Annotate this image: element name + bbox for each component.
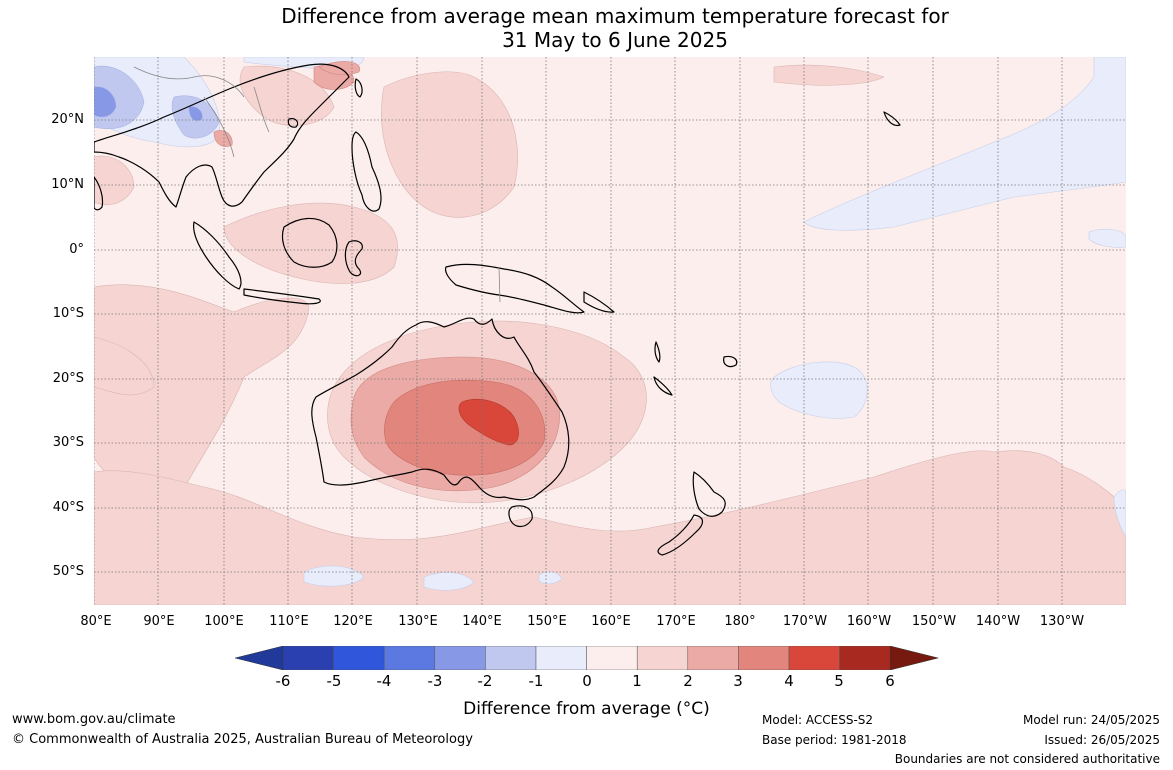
borneo-coastline bbox=[281, 217, 338, 268]
colour-bar bbox=[235, 646, 939, 670]
model-run-date: Model run: 24/05/2025 bbox=[1022, 713, 1160, 727]
lon-label-130e: 130°E bbox=[398, 614, 438, 629]
sulawesi-coastline bbox=[344, 240, 363, 277]
chart-title: Difference from average mean maximum tem… bbox=[0, 4, 1173, 52]
colour-bar-tick: 2 bbox=[683, 672, 693, 690]
tasmania-coastline bbox=[508, 505, 533, 528]
boundaries-disclaimer: Boundaries are not considered authoritat… bbox=[894, 752, 1160, 766]
hawaii-coastline bbox=[883, 111, 901, 127]
lon-label-160w: 160°W bbox=[846, 614, 892, 629]
lat-label-20s: 20°S bbox=[52, 371, 84, 386]
java-coastline bbox=[243, 288, 321, 305]
lon-label-90e: 90°E bbox=[143, 614, 175, 629]
model-name: Model: ACCESS-S2 bbox=[762, 713, 874, 727]
colour-bar-cell bbox=[788, 646, 840, 670]
temperature-anomaly-map bbox=[94, 57, 1126, 605]
colour-bar-tick: 6 bbox=[885, 672, 895, 690]
lon-label-80e: 80°E bbox=[80, 614, 112, 629]
bom-website: www.bom.gov.au/climate bbox=[12, 712, 176, 727]
lat-label-40s: 40°S bbox=[52, 500, 84, 515]
colour-bar-tick: 3 bbox=[733, 672, 743, 690]
lon-label-150e: 150°E bbox=[527, 614, 567, 629]
lat-label-20n: 20°N bbox=[51, 112, 84, 127]
colour-bar-tick: 1 bbox=[632, 672, 642, 690]
lat-label-0: 0° bbox=[69, 242, 84, 257]
lat-label-50s: 50°S bbox=[52, 564, 84, 579]
colour-bar-tick: -1 bbox=[528, 672, 544, 690]
colour-bar-cell bbox=[586, 646, 638, 670]
new-zealand-north-coastline bbox=[692, 471, 726, 517]
copyright-notice: © Commonwealth of Australia 2025, Austra… bbox=[12, 732, 473, 747]
colour-bar-cell bbox=[485, 646, 537, 670]
colour-bar-tick: -2 bbox=[477, 672, 493, 690]
issued-date: Issued: 26/05/2025 bbox=[1044, 733, 1160, 747]
colour-bar-cell bbox=[839, 646, 891, 670]
lat-label-10n: 10°N bbox=[51, 177, 84, 192]
graticule bbox=[94, 57, 1126, 605]
lon-label-160e: 160°E bbox=[591, 614, 631, 629]
colour-bar-cell bbox=[687, 646, 739, 670]
philippines-coastline bbox=[351, 131, 382, 212]
lon-label-110e: 110°E bbox=[269, 614, 309, 629]
colour-bar-cells bbox=[235, 646, 939, 670]
lon-label-140e: 140°E bbox=[462, 614, 502, 629]
coastlines bbox=[94, 63, 901, 556]
colour-bar-cell bbox=[434, 646, 486, 670]
colour-bar-cell bbox=[738, 646, 790, 670]
lon-label-170e: 170°E bbox=[656, 614, 696, 629]
colour-bar-tick: -3 bbox=[427, 672, 443, 690]
colour-bar-cell bbox=[535, 646, 587, 670]
new-guinea-coastline bbox=[444, 263, 585, 314]
colour-bar-cell bbox=[636, 646, 689, 670]
colour-bar-tick: -5 bbox=[326, 672, 342, 690]
title-line-1: Difference from average mean maximum tem… bbox=[281, 4, 949, 28]
vanuatu-coastline bbox=[654, 341, 661, 363]
australia-coastline bbox=[311, 317, 570, 501]
hainan-coastline bbox=[287, 118, 299, 128]
solomon-islands-coastline bbox=[583, 291, 615, 313]
sumatra-coastline bbox=[193, 221, 242, 290]
fiji-coastline bbox=[723, 355, 738, 368]
lon-label-150w: 150°W bbox=[911, 614, 957, 629]
lon-label-180: 180° bbox=[724, 614, 756, 629]
new-zealand-south-coastline bbox=[657, 514, 704, 556]
colour-bar-cell bbox=[333, 646, 385, 670]
lon-label-120e: 120°E bbox=[333, 614, 373, 629]
lon-label-100e: 100°E bbox=[204, 614, 244, 629]
lat-label-30s: 30°S bbox=[52, 435, 84, 450]
colour-bar-upper-extend bbox=[889, 646, 939, 670]
lon-label-130w: 130°W bbox=[1039, 614, 1085, 629]
colour-bar-tick: -4 bbox=[376, 672, 392, 690]
lat-label-10s: 10°S bbox=[52, 306, 84, 321]
anomaly-4-to-5-region bbox=[458, 398, 519, 446]
colour-bar-tick: 0 bbox=[582, 672, 592, 690]
colour-bar-tick: -6 bbox=[275, 672, 291, 690]
lon-label-170w: 170°W bbox=[782, 614, 828, 629]
base-period: Base period: 1981-2018 bbox=[762, 733, 907, 747]
taiwan-coastline bbox=[354, 78, 363, 98]
colour-bar-cell bbox=[383, 646, 436, 670]
se-asia-coastline bbox=[94, 63, 350, 208]
colour-bar-lower-extend bbox=[235, 646, 284, 670]
anomaly-cool-patches bbox=[94, 65, 220, 139]
anomaly-3-to-4-region bbox=[384, 379, 546, 476]
india-coastline bbox=[94, 176, 104, 211]
colour-bar-label: Difference from average (°C) bbox=[463, 699, 710, 719]
title-line-2: 31 May to 6 June 2025 bbox=[502, 28, 728, 52]
colour-bar-cell bbox=[282, 646, 334, 670]
colour-bar-tick: 4 bbox=[784, 672, 794, 690]
colour-bar-tick: 5 bbox=[834, 672, 844, 690]
lon-label-140w: 140°W bbox=[975, 614, 1021, 629]
country-borders bbox=[133, 66, 501, 303]
new-caledonia-coastline bbox=[653, 376, 673, 396]
